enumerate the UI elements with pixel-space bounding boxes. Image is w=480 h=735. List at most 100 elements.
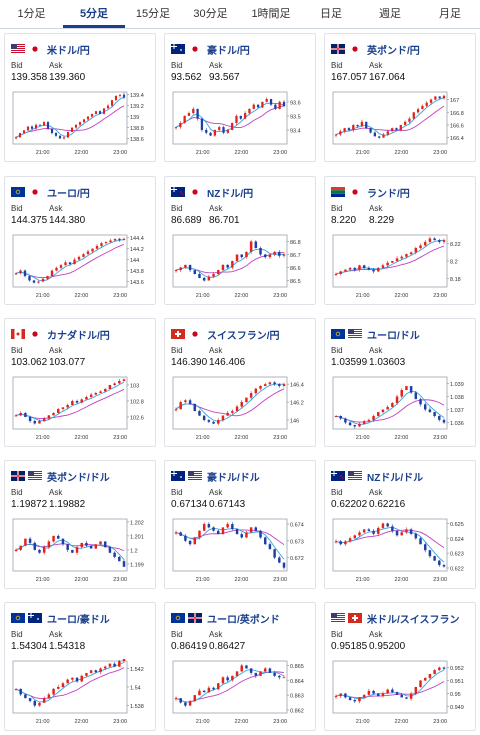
y-tick-label: 166.8	[450, 111, 464, 117]
candle-body	[33, 700, 37, 706]
price-chart[interactable]: 138.6 138.8 139 139.2 139.4 21:00 22:00 23:00	[11, 90, 149, 156]
currency-card[interactable]: ユーロ/英ポンド Bid Ask 0.86419 0.86427 0.862 0.863 0.…	[164, 602, 316, 731]
candle-body	[226, 129, 229, 133]
price-chart[interactable]: 93.4 93.5 93.6 21:00 22:00 23:00	[171, 90, 309, 156]
bid-value: 0.86419	[171, 641, 208, 652]
currency-pair-link[interactable]: NZドル/円	[207, 188, 254, 200]
currency-card[interactable]: ランド/円 Bid Ask 8.220 8.229 8.18 8.2 8.22 21:00 22:…	[324, 176, 476, 305]
price-chart[interactable]: 102.6 102.8 103 21:00 22:00 23:00	[11, 375, 149, 441]
price-chart[interactable]: 146 146.2 146.4 21:00 22:00 23:00	[171, 375, 309, 441]
candle-body	[249, 393, 253, 398]
candle-body	[57, 409, 60, 413]
currency-pair-link[interactable]: 英ポンド/円	[367, 45, 420, 57]
ask-label: Ask	[49, 488, 63, 497]
candle-body	[273, 251, 276, 255]
y-tick-label: 1.202	[130, 520, 144, 526]
currency-pair-link[interactable]: ユーロ/豪ドル	[47, 614, 110, 626]
candle-body	[344, 541, 347, 545]
price-chart[interactable]: 166.4 166.6 166.8 167 21:00 22:00 23:00	[331, 90, 469, 156]
currency-pair-link[interactable]: スイスフラン/円	[207, 330, 280, 342]
ask-value: 1.03603	[369, 357, 406, 368]
plot-area	[172, 234, 288, 288]
y-tick-label: 146	[290, 419, 299, 425]
currency-card[interactable]: 米ドル/円 Bid Ask 139.358 139.360 138.6 138.8 139 13…	[4, 33, 156, 162]
price-chart[interactable]: 0.622 0.623 0.624 0.625 21:00 22:00 23:00	[331, 517, 469, 583]
tab-2[interactable]: 15分足	[135, 8, 171, 20]
moving-average-short-line	[15, 96, 125, 138]
candle-body	[205, 129, 208, 133]
candle-body	[362, 265, 366, 268]
bid-label: Bid	[171, 488, 183, 497]
candle-body	[209, 132, 212, 136]
candle-body	[75, 677, 79, 682]
candle-body	[367, 529, 371, 531]
price-chart[interactable]: 1.036 1.037 1.038 1.039 21:00 22:00 23:00	[331, 375, 469, 441]
candle-body	[78, 122, 82, 125]
currency-pair-link[interactable]: 米ドル/円	[47, 45, 90, 57]
price-chart[interactable]: 0.949 0.95 0.951 0.952 21:00 22:00 23:00	[331, 659, 469, 725]
bid-label: Bid	[171, 630, 183, 639]
bid-value: 93.562	[171, 72, 202, 83]
candle-body	[269, 99, 273, 105]
tab-1[interactable]: 5分足	[63, 0, 125, 28]
candle-body	[19, 413, 22, 416]
currency-pair-link[interactable]: ユーロ/英ポンド	[207, 614, 280, 626]
currency-card[interactable]: 豪ドル/ドル Bid Ask 0.67134 0.67143 0.672 0.673 0.67…	[164, 460, 316, 589]
currency-pair-link[interactable]: 豪ドル/ドル	[207, 472, 260, 484]
candle-body	[99, 668, 102, 673]
currency-card[interactable]: スイスフラン/円 Bid Ask 146.390 146.406 146 146.2 146.…	[164, 318, 316, 447]
candle-body	[52, 688, 55, 695]
currency-pair-link[interactable]: ユーロ/円	[47, 188, 90, 200]
currency-card[interactable]: 米ドル/スイスフラン Bid Ask 0.95185 0.95200 0.949 0.95 0…	[324, 602, 476, 731]
currency-card[interactable]: ユーロ/ドル Bid Ask 1.03599 1.03603 1.036 1.037 1.03…	[324, 318, 476, 447]
candle-body	[217, 683, 220, 690]
currency-pair-link[interactable]: カナダドル/円	[47, 330, 110, 342]
tab-4[interactable]: 1時間足	[251, 8, 291, 20]
price-chart[interactable]: 0.672 0.673 0.674 21:00 22:00 23:00	[171, 517, 309, 583]
price-chart[interactable]: 86.5 86.6 86.7 86.8 21:00 22:00 23:00	[171, 233, 309, 299]
currency-pair-link[interactable]: ユーロ/ドル	[367, 330, 420, 342]
currency-card[interactable]: 英ポンド/ドル Bid Ask 1.19872 1.19882 1.199 1.2 1.201…	[4, 460, 156, 589]
currency-pair-link[interactable]: NZドル/ドル	[367, 472, 424, 484]
currency-card[interactable]: 英ポンド/円 Bid Ask 167.057 167.064 166.4 166.6 166.…	[324, 33, 476, 162]
jp-flag-icon	[348, 44, 362, 54]
currency-pair-link[interactable]: ランド/円	[367, 188, 410, 200]
currency-pair-link[interactable]: 英ポンド/ドル	[47, 472, 110, 484]
candle-body	[184, 400, 187, 403]
candle-body	[428, 238, 432, 242]
y-tick-label: 144	[130, 258, 139, 264]
candle-body	[34, 124, 38, 129]
tab-7[interactable]: 月足	[439, 8, 461, 20]
currency-card[interactable]: NZドル/ドル Bid Ask 0.62202 0.62216 0.622 0.623 0.6…	[324, 460, 476, 589]
price-chart[interactable]: 1.199 1.2 1.201 1.202 21:00 22:00 23:00	[11, 517, 149, 583]
quote-labels: Bid Ask	[171, 488, 247, 497]
candle-body	[193, 403, 197, 412]
tab-5[interactable]: 日足	[320, 8, 342, 20]
currency-card[interactable]: カナダドル/円 Bid Ask 103.062 103.077 102.6 102.8 103…	[4, 318, 156, 447]
candle-body	[192, 108, 195, 114]
tab-0[interactable]: 1分足	[17, 8, 46, 20]
tab-3[interactable]: 30分足	[193, 8, 228, 20]
x-tick-label: 21:00	[196, 150, 210, 156]
price-chart[interactable]: 0.862 0.863 0.864 0.865 21:00 22:00 23:00	[171, 659, 309, 725]
candle-body	[386, 131, 389, 135]
price-chart[interactable]: 1.538 1.54 1.542 21:00 22:00 23:00	[11, 659, 149, 725]
tab-6[interactable]: 週足	[379, 8, 401, 20]
currency-card[interactable]: 豪ドル/円 Bid Ask 93.562 93.567 93.4 93.5 93.6 21:00…	[164, 33, 316, 162]
currency-pair-link[interactable]: 米ドル/スイスフラン	[367, 614, 460, 626]
currency-pair-link[interactable]: 豪ドル/円	[207, 45, 250, 57]
currency-card[interactable]: ユーロ/豪ドル Bid Ask 1.54304 1.54318 1.538 1.54 1.54…	[4, 602, 156, 731]
card-header: NZドル/ドル	[331, 469, 424, 484]
currency-card[interactable]: NZドル/円 Bid Ask 86.689 86.701 86.5 86.6 86.7 86.8…	[164, 176, 316, 305]
currency-card[interactable]: ユーロ/円 Bid Ask 144.375 144.380 143.6 143.8 144 14…	[4, 176, 156, 305]
y-tick-label: 1.038	[450, 395, 464, 401]
y-tick-label: 0.949	[450, 705, 464, 711]
price-chart[interactable]: 8.18 8.2 8.22 21:00 22:00 23:00	[331, 233, 469, 299]
candle-body	[442, 565, 446, 567]
y-tick-label: 139.4	[130, 93, 144, 99]
price-chart[interactable]: 143.6 143.8 144 144.2 144.4 21:00 22:00 23:00	[11, 233, 149, 299]
candle-body	[54, 133, 58, 136]
y-tick-label: 0.624	[450, 537, 464, 543]
candle-body	[353, 425, 357, 427]
candle-body	[77, 256, 81, 260]
